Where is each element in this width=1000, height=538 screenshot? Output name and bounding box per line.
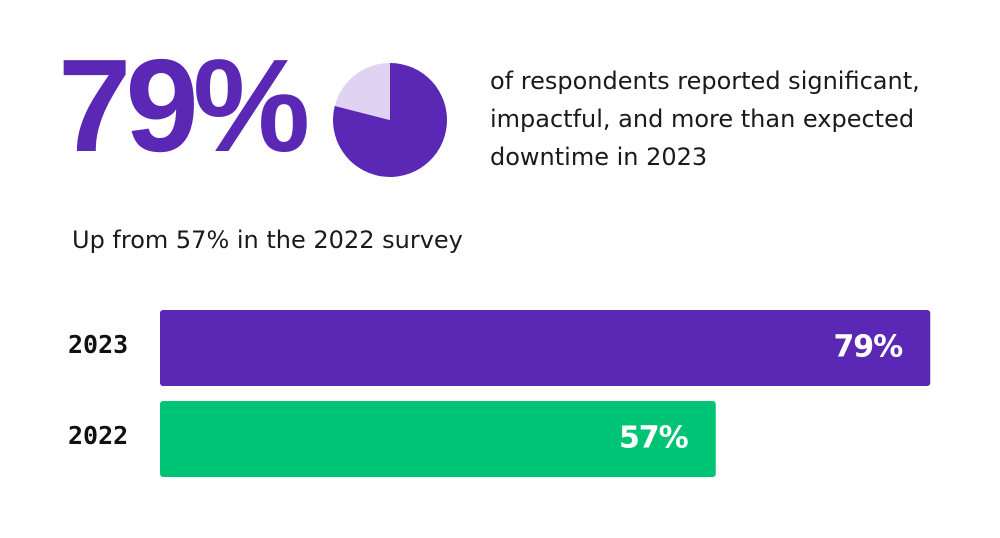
subtitle: Up from 57% in the 2022 survey: [72, 226, 463, 254]
bar: [160, 401, 716, 477]
headline-stat: 79%: [58, 32, 310, 179]
bar-value-label: 57%: [619, 421, 689, 456]
bar-category-label: 2022: [68, 421, 128, 450]
pie-slice: [334, 63, 390, 120]
headline-text: of respondents reported significant, imp…: [490, 67, 920, 171]
bar-value-label: 79%: [833, 330, 903, 365]
bar-category-label: 2023: [68, 330, 128, 359]
bar: [160, 310, 931, 386]
